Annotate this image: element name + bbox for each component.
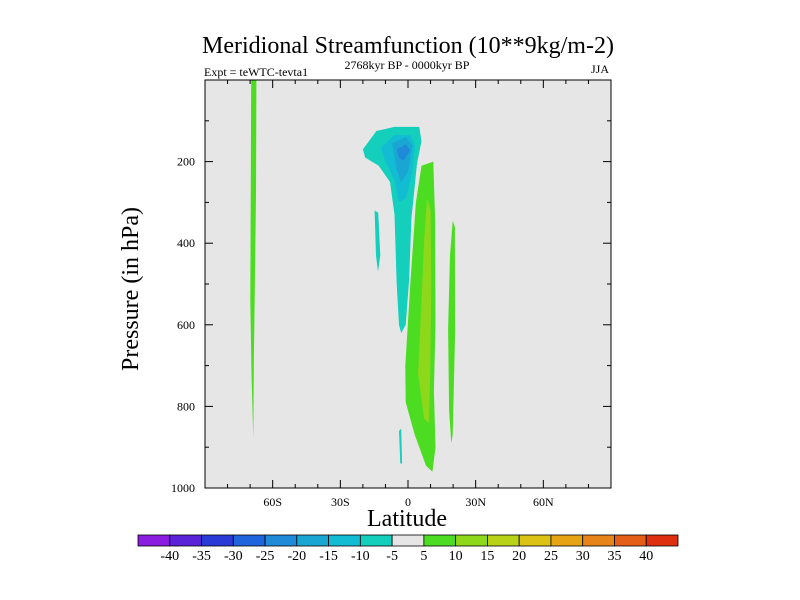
left-string: Expt = teWTC-tevta1 [204, 65, 308, 79]
contour-regions [250, 80, 456, 472]
contour-positive-cell-60S [250, 80, 257, 439]
colorbar-label: 15 [480, 549, 494, 564]
colorbar-box [328, 534, 361, 547]
axis-ticks: 60S 30S 0 30N 60N 200 400 600 800 1000 [171, 80, 611, 509]
x-tick-label: 60N [533, 495, 554, 509]
contour-positive-patch-20N [448, 220, 456, 444]
y-tick-label: 200 [177, 155, 195, 169]
colorbar-box [232, 534, 266, 547]
colorbar-box [264, 534, 298, 547]
contour-negative-cell-core [396, 144, 411, 161]
colorbar-label: -25 [256, 549, 275, 564]
right-string: JJA [591, 62, 609, 76]
y-tick-label: 1000 [171, 481, 195, 495]
colorbar-label: -30 [224, 549, 243, 564]
y-tick-label: 400 [177, 236, 195, 250]
contour-negative-patch-surface [399, 428, 403, 464]
x-tick-label: 60S [263, 495, 282, 509]
colorbar-label: 30 [576, 549, 590, 564]
x-tick-label: 0 [405, 495, 411, 509]
colorbar-box [359, 534, 393, 547]
colorbar-box [518, 534, 552, 547]
x-tick-label: 30S [331, 495, 350, 509]
chart-title: Meridional Streamfunction (10**9kg/m-2) [202, 33, 614, 59]
colorbar-box [550, 534, 584, 547]
colorbar-label: -35 [192, 549, 211, 564]
colorbar: -40 -35 -30 -25 -20 -15 -10 -5 5 10 15 20 25 30 35 40 [137, 534, 679, 564]
colorbar-box [614, 534, 647, 547]
colorbar-box [455, 534, 488, 547]
colorbar-label: -10 [351, 549, 370, 564]
colorbar-label: 5 [420, 549, 427, 564]
colorbar-box [169, 534, 202, 547]
x-axis-label: Latitude [367, 506, 447, 532]
colorbar-box [201, 534, 234, 547]
colorbar-box [487, 534, 520, 547]
colorbar-box [582, 534, 615, 547]
colorbar-box [137, 534, 171, 547]
center-string: 2768kyr BP - 0000kyr BP [345, 58, 470, 72]
colorbar-label: 35 [607, 549, 621, 564]
x-tick-label: 30N [465, 495, 486, 509]
colorbar-label: 20 [512, 549, 526, 564]
contour-positive-cell-tropics-inner [418, 198, 432, 423]
contour-negative-patch-15S [374, 210, 381, 272]
colorbar-label: 10 [449, 549, 463, 564]
colorbar-box [645, 534, 679, 547]
colorbar-box [423, 534, 457, 547]
colorbar-label: -20 [287, 549, 306, 564]
colorbar-label: -40 [160, 549, 179, 564]
colorbar-box [296, 534, 329, 547]
y-axis-label: Pressure (in hPa) [118, 207, 144, 371]
y-tick-label: 800 [177, 399, 195, 413]
colorbar-label: -5 [386, 549, 398, 564]
colorbar-label: 40 [639, 549, 653, 564]
colorbar-box [391, 534, 425, 547]
y-tick-label: 600 [177, 318, 195, 332]
colorbar-label: 25 [544, 549, 558, 564]
colorbar-label: -15 [319, 549, 338, 564]
